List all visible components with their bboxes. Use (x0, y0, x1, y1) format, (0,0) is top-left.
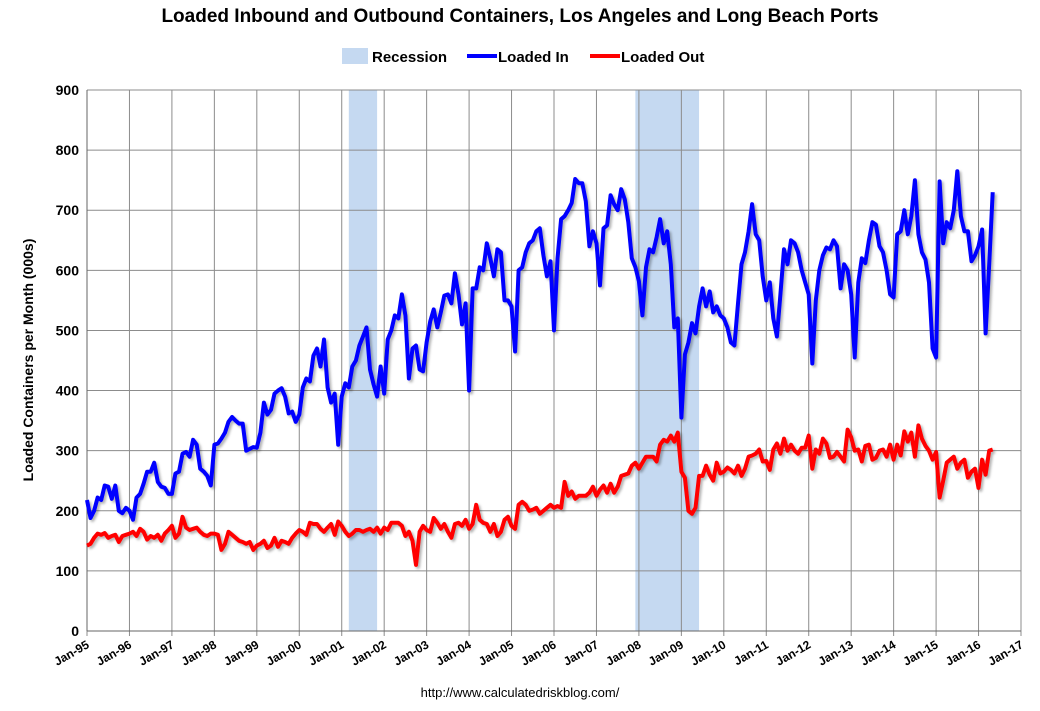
x-tick-label: Jan-07 (561, 637, 601, 668)
x-tick-label: Jan-06 (519, 637, 559, 668)
x-tick-label: Jan-15 (901, 637, 941, 668)
legend-label-recession: Recession (372, 49, 447, 66)
recession-band (635, 90, 700, 631)
legend-label-loaded-in: Loaded In (498, 49, 569, 66)
y-tick-label: 100 (56, 563, 80, 579)
x-tick-label: Jan-09 (646, 637, 686, 668)
y-tick-label: 600 (56, 262, 80, 278)
legend: Recession Loaded In Loaded Out (342, 48, 704, 66)
recession-band (348, 90, 378, 631)
y-tick-label: 300 (56, 443, 80, 459)
x-tick-label: Jan-16 (943, 637, 983, 668)
x-tick-label: Jan-01 (306, 637, 346, 668)
series-line-loaded-out (86, 423, 994, 567)
x-tick-label: Jan-11 (731, 637, 771, 668)
x-tick-label: Jan-02 (349, 637, 389, 668)
x-tick-label: Jan-03 (391, 637, 431, 668)
y-tick-label: 800 (56, 142, 80, 158)
y-tick-label: 200 (56, 503, 80, 519)
y-tick-label: 400 (56, 383, 80, 399)
legend-swatch-recession (342, 48, 368, 64)
x-tick-label: Jan-00 (264, 637, 304, 668)
source-url: http://www.calculatedriskblog.com/ (420, 685, 620, 700)
y-tick-label: 0 (71, 623, 79, 639)
series-line-loaded-in (85, 169, 995, 522)
x-tick-label: Jan-12 (773, 637, 813, 668)
chart-title: Loaded Inbound and Outbound Containers, … (161, 6, 879, 27)
x-tick-label: Jan-99 (221, 637, 261, 668)
y-axis-label: Loaded Containers per Month (000s) (20, 239, 36, 482)
legend-label-loaded-out: Loaded Out (621, 49, 704, 66)
x-tick-label: Jan-13 (816, 637, 856, 668)
x-tick-label: Jan-10 (688, 637, 728, 668)
x-tick-label: Jan-17 (986, 637, 1026, 668)
x-tick-label: Jan-95 (52, 637, 92, 668)
y-tick-label: 900 (56, 82, 80, 98)
x-tick-label: Jan-97 (136, 637, 176, 668)
x-tick-label: Jan-98 (179, 637, 219, 668)
y-tick-label: 500 (56, 322, 80, 338)
x-tick-label: Jan-08 (603, 637, 643, 668)
y-tick-label: 700 (56, 202, 80, 218)
x-tick-label: Jan-04 (434, 637, 474, 668)
x-tick-label: Jan-96 (94, 637, 134, 668)
x-tick-label: Jan-14 (858, 637, 898, 668)
x-tick-label: Jan-05 (476, 637, 516, 668)
